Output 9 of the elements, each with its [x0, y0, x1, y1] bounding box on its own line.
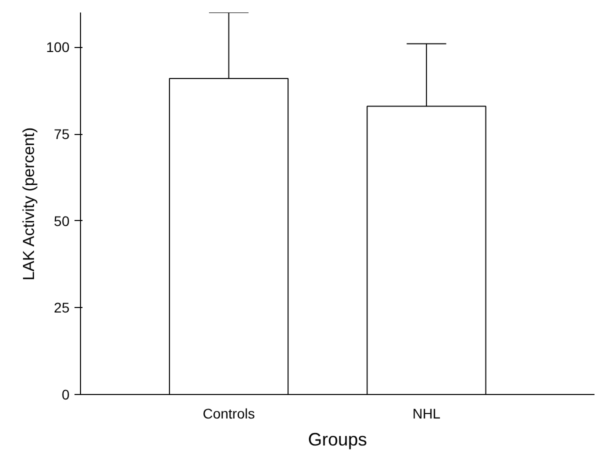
x-axis-title: Groups [308, 430, 368, 450]
y-tick-label: 0 [62, 386, 70, 402]
y-axis-title: LAK Activity (percent) [21, 127, 38, 280]
y-tick-label: 25 [54, 300, 70, 316]
y-tick-label: 50 [54, 212, 70, 229]
x-tick-label: NHL [412, 406, 441, 422]
y-tick-label: 100 [46, 39, 70, 56]
y-tick-label: 75 [54, 126, 70, 142]
x-tick-label: Controls [202, 406, 255, 422]
